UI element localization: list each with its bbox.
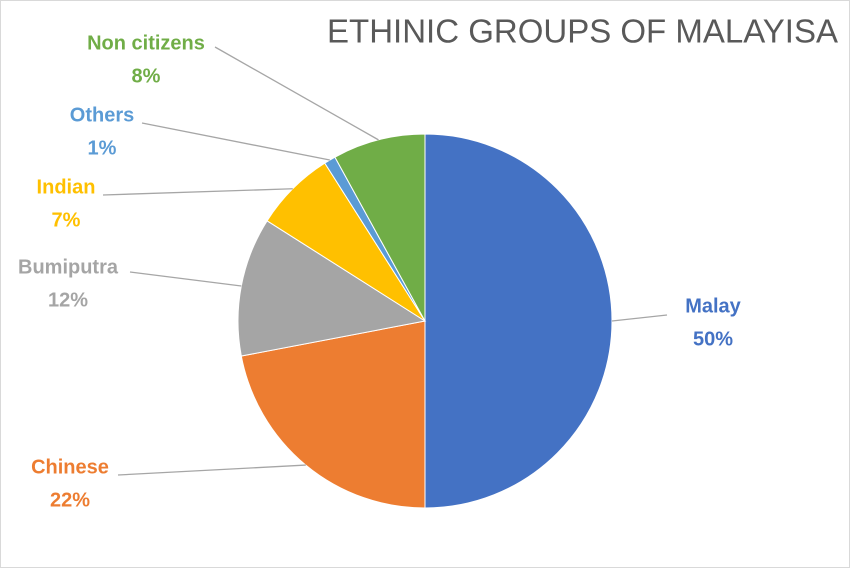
data-label-value: 7% xyxy=(52,209,81,231)
leader-line xyxy=(141,122,330,161)
data-label-value: 1% xyxy=(88,137,117,159)
data-label-name: Chinese xyxy=(31,456,109,478)
pie-slice xyxy=(237,220,427,357)
data-label-value: 50% xyxy=(693,328,733,350)
data-label-name: Non citizens xyxy=(87,32,205,54)
leader-line xyxy=(611,314,668,322)
data-label-name: Malay xyxy=(685,295,741,317)
leader-line xyxy=(102,188,293,196)
leader-line xyxy=(214,46,379,141)
data-label-name: Indian xyxy=(37,176,96,198)
data-label-value: 8% xyxy=(132,65,161,87)
data-label-name: Others xyxy=(70,104,134,126)
chart-title: ETHINIC GROUPS OF MALAYISA xyxy=(327,13,838,50)
pie-slice xyxy=(240,320,426,509)
leader-line xyxy=(129,271,242,287)
data-label-value: 12% xyxy=(48,289,88,311)
pie-slice xyxy=(334,133,426,322)
data-label-name: Bumiputra xyxy=(18,256,119,278)
leader-line xyxy=(117,464,306,476)
data-label-value: 22% xyxy=(50,489,90,511)
